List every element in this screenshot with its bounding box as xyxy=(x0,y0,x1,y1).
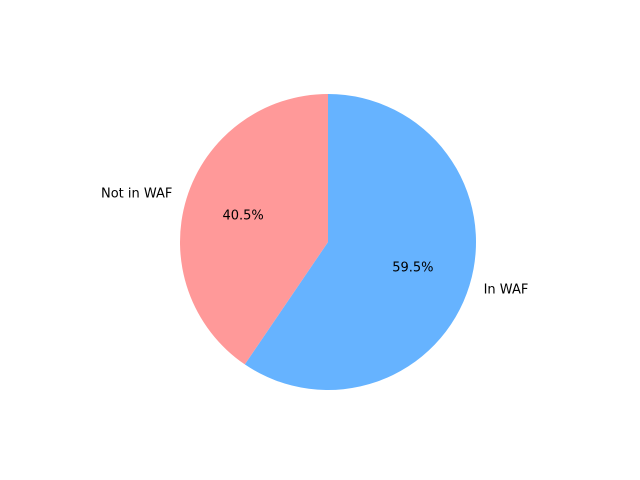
pie-labels: In WAF 59.5% Not in WAF 40.5% xyxy=(101,187,528,298)
slice-label-in-waf: In WAF xyxy=(484,282,529,297)
pie-slice-in-waf xyxy=(244,94,476,390)
slice-label-not-in-waf: Not in WAF xyxy=(101,187,172,202)
percent-label-in-waf: 59.5% xyxy=(392,261,433,276)
pie-slices xyxy=(180,94,476,390)
pie-slice-not-in-waf xyxy=(180,94,328,365)
percent-label-not-in-waf: 40.5% xyxy=(222,208,263,223)
